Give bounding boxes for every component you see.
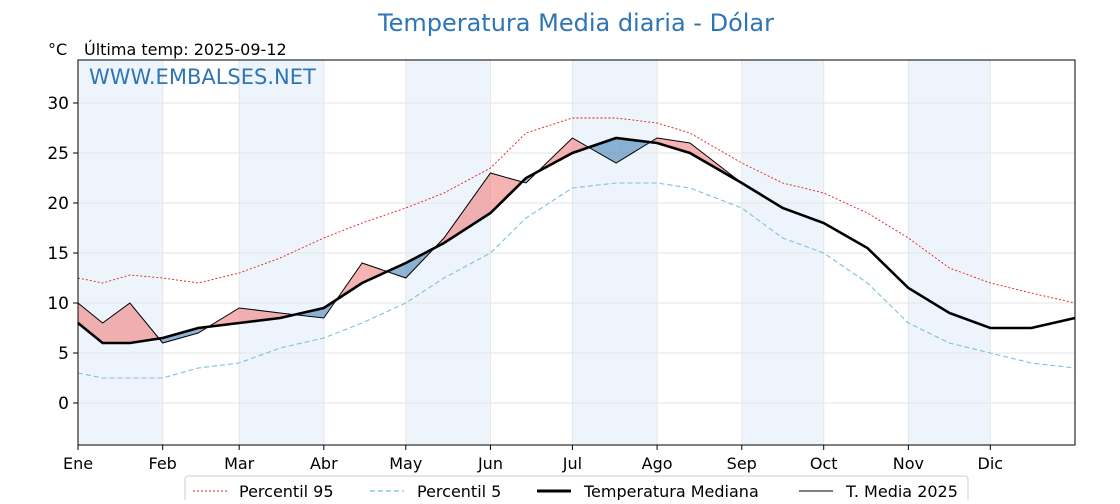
legend-label-p5: Percentil 5 bbox=[417, 482, 501, 500]
legend-label-actual: T. Media 2025 bbox=[845, 482, 958, 500]
y-axis: 0 5 10 15 20 25 30 bbox=[47, 94, 78, 414]
y-tick-label: 20 bbox=[47, 194, 69, 214]
deviation-fill bbox=[444, 173, 491, 243]
x-tick-label: May bbox=[389, 454, 422, 473]
x-axis: Ene Feb Mar Abr May Jun Jul Ago Sep Oct Nov Dic bbox=[63, 445, 1003, 473]
y-tick-label: 30 bbox=[47, 94, 69, 114]
series-line-p95 bbox=[77, 117, 1076, 304]
x-tick-label: Nov bbox=[893, 454, 924, 473]
x-tick-label: Mar bbox=[224, 454, 255, 473]
x-tick-label: Sep bbox=[727, 454, 757, 473]
x-tick-label: Dic bbox=[978, 454, 1004, 473]
legend-label-p95: Percentil 95 bbox=[239, 482, 334, 500]
x-tick-label: Jul bbox=[562, 454, 582, 473]
x-tick-label: Ene bbox=[63, 454, 93, 473]
deviation-fill bbox=[616, 138, 651, 163]
deviation-fill bbox=[572, 138, 589, 153]
x-tick-label: Ago bbox=[642, 454, 673, 473]
series-line-p5 bbox=[77, 182, 1076, 379]
unit-label: °C bbox=[48, 40, 67, 59]
series-line-median bbox=[77, 136, 1076, 345]
x-tick-label: Jun bbox=[477, 454, 503, 473]
deviation-fill bbox=[102, 303, 130, 343]
x-tick-label: Oct bbox=[810, 454, 838, 473]
watermark: WWW.EMBALSES.NET bbox=[89, 65, 316, 89]
legend-box bbox=[184, 475, 969, 504]
y-tick-label: 0 bbox=[58, 394, 69, 414]
deviation-fill bbox=[387, 263, 406, 278]
x-tick-label: Feb bbox=[149, 454, 177, 473]
legend-label-median: Temperatura Mediana bbox=[583, 482, 759, 500]
series-line-actual bbox=[77, 137, 743, 344]
legend: Percentil 95 Percentil 5 Temperatura Med… bbox=[184, 475, 969, 504]
deviation-fill bbox=[78, 303, 103, 343]
y-tick-label: 5 bbox=[58, 344, 69, 364]
y-tick-label: 25 bbox=[47, 144, 69, 164]
last-temp-label: Última temp: 2025-09-12 bbox=[84, 40, 287, 59]
y-tick-label: 10 bbox=[47, 294, 69, 314]
deviation-fill bbox=[588, 138, 617, 163]
chart-title: Temperatura Media diaria - Dólar bbox=[377, 9, 774, 37]
deviation-fill bbox=[129, 303, 159, 343]
x-tick-label: Abr bbox=[310, 454, 338, 473]
deviation-fill bbox=[362, 263, 388, 283]
y-tick-label: 15 bbox=[47, 244, 69, 264]
series-lines bbox=[77, 117, 1076, 379]
deviation-fill bbox=[490, 173, 522, 213]
